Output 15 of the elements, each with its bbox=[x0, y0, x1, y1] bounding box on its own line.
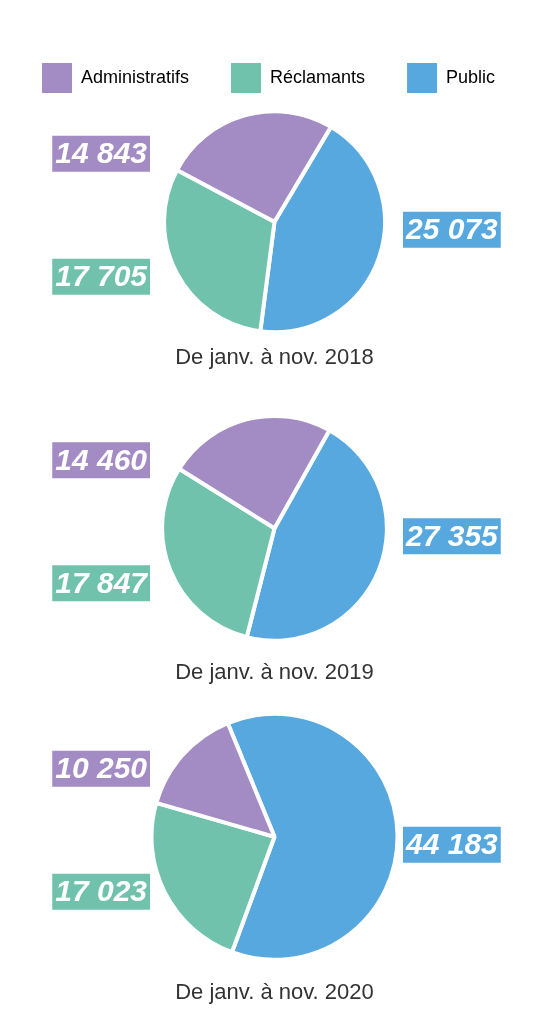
legend-label: Administratifs bbox=[81, 66, 190, 87]
data-label: 17 847 bbox=[55, 565, 149, 599]
data-label: 14 460 bbox=[55, 442, 148, 476]
text: De janv. à nov. 2019 bbox=[175, 658, 374, 684]
data-label: 17 023 bbox=[55, 874, 148, 908]
data-label: 14 843 bbox=[55, 136, 148, 170]
text: De janv. à nov. 2018 bbox=[175, 343, 374, 369]
text: De janv. à nov. 2020 bbox=[175, 978, 374, 1004]
data-label: 44 183 bbox=[405, 827, 499, 861]
data-label: 10 250 bbox=[55, 751, 148, 785]
legend-label: Public bbox=[446, 66, 496, 87]
data-label: 17 705 bbox=[55, 259, 149, 293]
data-label: 25 073 bbox=[405, 212, 499, 246]
data-label: 27 355 bbox=[405, 518, 500, 552]
legend-label: Réclamants bbox=[270, 66, 366, 87]
